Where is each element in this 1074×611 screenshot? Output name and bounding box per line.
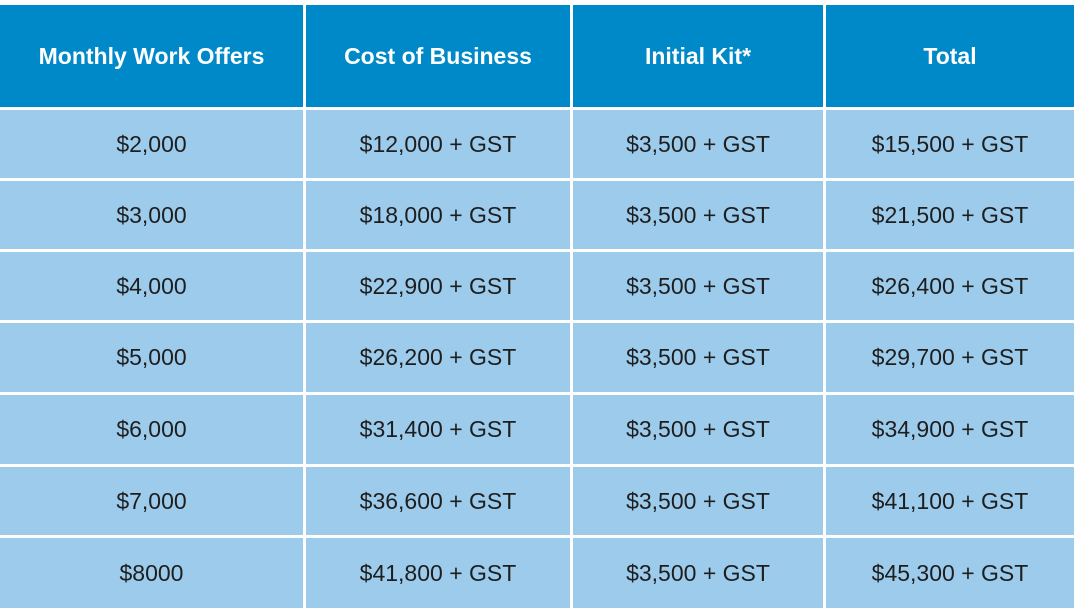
table-cell: $3,500 + GST — [573, 252, 823, 320]
table-cell: $45,300 + GST — [826, 538, 1074, 608]
table-cell: $4,000 — [0, 252, 303, 320]
table-cell: $26,400 + GST — [826, 252, 1074, 320]
table-cell: $6,000 — [0, 395, 303, 464]
table-cell: $5,000 — [0, 323, 303, 392]
table-cell: $15,500 + GST — [826, 110, 1074, 178]
table-cell: $3,500 + GST — [573, 110, 823, 178]
table-cell: $29,700 + GST — [826, 323, 1074, 392]
table-cell: $3,500 + GST — [573, 181, 823, 249]
table-cell: $22,900 + GST — [306, 252, 570, 320]
table-cell: $2,000 — [0, 110, 303, 178]
header-cell: Monthly Work Offers — [0, 5, 303, 107]
table-cell: $3,000 — [0, 181, 303, 249]
table-cell: $3,500 + GST — [573, 395, 823, 464]
table-cell: $34,900 + GST — [826, 395, 1074, 464]
table-cell: $36,600 + GST — [306, 467, 570, 535]
table-cell: $3,500 + GST — [573, 467, 823, 535]
table-cell: $18,000 + GST — [306, 181, 570, 249]
header-cell: Cost of Business — [306, 5, 570, 107]
table-cell: $3,500 + GST — [573, 323, 823, 392]
table-cell: $41,100 + GST — [826, 467, 1074, 535]
table-cell: $3,500 + GST — [573, 538, 823, 608]
table-cell: $26,200 + GST — [306, 323, 570, 392]
table-cell: $31,400 + GST — [306, 395, 570, 464]
table-cell: $21,500 + GST — [826, 181, 1074, 249]
header-cell: Total — [826, 5, 1074, 107]
table-cell: $7,000 — [0, 467, 303, 535]
price-table: Monthly Work Offers Cost of Business Initi… — [0, 5, 1074, 608]
table-cell: $41,800 + GST — [306, 538, 570, 608]
table-cell: $12,000 + GST — [306, 110, 570, 178]
table-cell: $8000 — [0, 538, 303, 608]
header-cell: Initial Kit* — [573, 5, 823, 107]
